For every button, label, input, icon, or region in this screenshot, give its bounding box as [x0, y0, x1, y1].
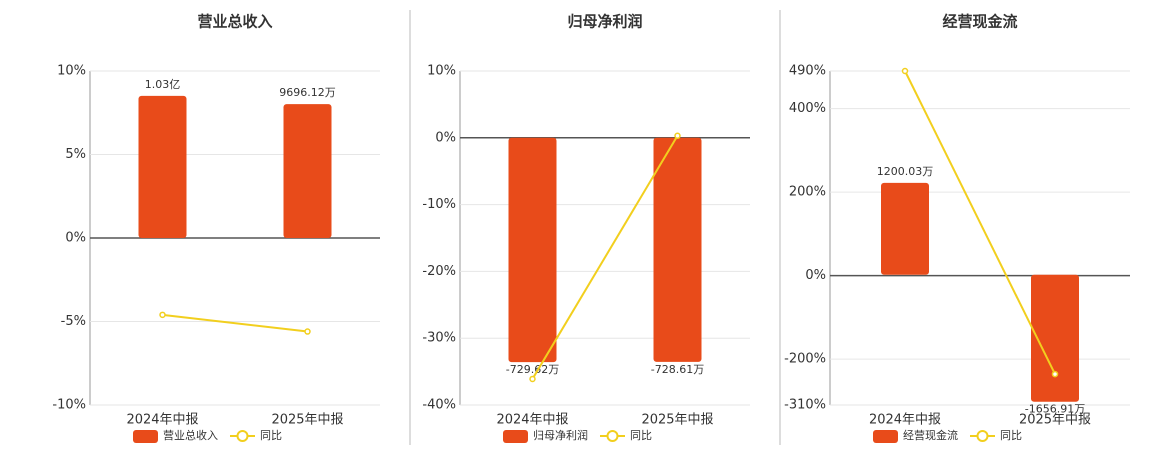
legend-swatch	[236, 430, 249, 442]
x-tick-label: 2024年中报	[869, 413, 941, 428]
y-tick-label: 490%	[789, 64, 826, 79]
y-tick-label: 0%	[65, 231, 86, 246]
bar	[283, 104, 332, 238]
legend-swatch	[976, 430, 989, 442]
x-tick-label: 2024年中报	[126, 413, 198, 428]
y-tick-label: 0%	[805, 268, 826, 283]
line	[904, 70, 1056, 375]
bar	[1031, 274, 1079, 402]
value-label: 9696.12万	[279, 86, 336, 99]
value-label: -728.61万	[651, 363, 704, 376]
value-label: -1656.91万	[1025, 403, 1085, 416]
value-label: 1.03亿	[145, 78, 181, 91]
bar	[508, 137, 557, 363]
y-tick-label: -30%	[422, 331, 456, 346]
line-point	[159, 311, 166, 319]
x-tick-label: 2025年中报	[1019, 413, 1091, 428]
legend-label: 同比	[630, 429, 652, 442]
y-tick-label: 10%	[427, 64, 456, 79]
y-tick-label: 200%	[789, 185, 826, 200]
legend-swatch	[503, 430, 528, 443]
y-tick-label: -20%	[422, 264, 456, 279]
bar	[653, 137, 702, 362]
y-tick-label: -310%	[784, 398, 826, 413]
chart-title: 经营现金流	[942, 13, 1017, 31]
legend-swatch	[133, 430, 158, 443]
y-tick-label: -200%	[784, 352, 826, 367]
x-tick-label: 2025年中报	[641, 413, 713, 428]
value-label: 1200.03万	[877, 165, 934, 178]
chart-title: 营业总收入	[197, 13, 272, 31]
line-point	[529, 375, 536, 383]
y-tick-label: 5%	[65, 147, 86, 162]
line	[162, 313, 308, 333]
legend-label: 营业总收入	[163, 428, 218, 442]
x-tick-label: 2025年中报	[271, 413, 343, 428]
x-tick-label: 2024年中报	[496, 413, 568, 428]
y-tick-label: 400%	[789, 101, 826, 116]
legend-label: 归母净利润	[533, 428, 588, 442]
y-tick-label: -10%	[422, 197, 456, 212]
line-point	[1051, 370, 1059, 378]
legend-label: 同比	[260, 429, 282, 442]
y-tick-label: -5%	[61, 314, 86, 329]
line-point	[674, 132, 681, 140]
value-label: -729.62万	[506, 363, 559, 376]
legend-label: 经营现金流	[903, 428, 958, 442]
bar	[138, 95, 187, 238]
y-tick-label: 10%	[57, 64, 86, 79]
chart-title: 归母净利润	[567, 13, 642, 31]
line-point	[901, 67, 909, 75]
line	[531, 135, 679, 380]
y-tick-label: -40%	[422, 398, 456, 413]
legend-label: 同比	[1000, 429, 1022, 442]
legend-swatch	[606, 430, 619, 442]
line-point	[304, 328, 311, 335]
bar	[881, 182, 929, 275]
legend-swatch	[873, 430, 898, 443]
y-tick-label: 0%	[435, 130, 456, 145]
y-tick-label: -10%	[52, 398, 86, 413]
